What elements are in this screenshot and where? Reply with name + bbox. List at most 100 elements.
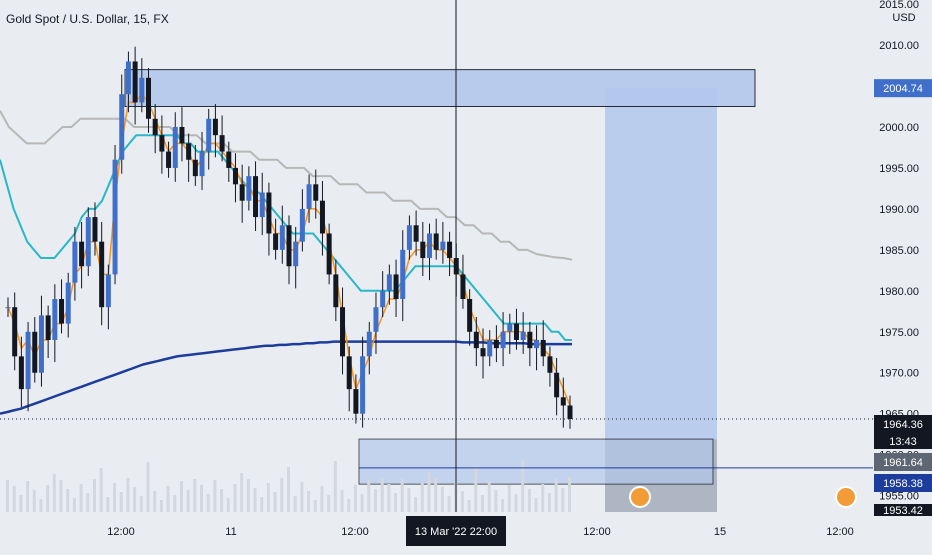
candle-body — [473, 331, 479, 349]
time-tick-label: 12:00 — [826, 526, 854, 538]
candle-body — [239, 184, 245, 201]
volume-bar — [547, 493, 551, 512]
volume-bar — [481, 495, 485, 512]
candle-body — [159, 135, 165, 152]
candle-body — [253, 176, 259, 218]
volume-bar — [273, 492, 277, 512]
volume-bar — [233, 484, 237, 512]
volume-bar — [340, 490, 344, 512]
volume-bar — [253, 488, 257, 512]
price-badge-last: 1964.36 — [883, 419, 923, 431]
candle-body — [560, 397, 566, 406]
candle-body — [79, 241, 85, 267]
price-badge-countdown: 13:43 — [889, 436, 917, 448]
volume-bar — [220, 489, 224, 512]
volume-bar — [213, 480, 217, 512]
candle-body — [266, 192, 272, 234]
volume-bar — [427, 472, 431, 512]
candle-body — [547, 356, 553, 373]
time-tick-label: 15 — [714, 526, 726, 538]
time-tick-label: 12:00 — [341, 526, 369, 538]
candle-body — [59, 299, 65, 324]
price-badge-box-top: 2004.74 — [883, 83, 923, 95]
candle-body — [386, 274, 392, 291]
candle-body — [259, 192, 265, 218]
candle-body — [366, 331, 372, 357]
volume-bar — [521, 460, 525, 512]
price-tick-label: 2015.00 — [879, 0, 919, 11]
candle-body — [493, 339, 499, 349]
candle-body — [427, 233, 432, 259]
volume-bar — [440, 487, 444, 512]
candle-body — [353, 389, 359, 414]
volume-bar — [514, 494, 518, 512]
candle-body — [507, 323, 513, 332]
candle-body — [393, 274, 399, 300]
candle-body — [226, 151, 232, 168]
volume-bar — [32, 490, 36, 512]
candle-body — [25, 331, 31, 390]
candle-body — [146, 77, 151, 119]
volume-bar — [400, 479, 404, 512]
candle-body — [540, 339, 546, 357]
candle-body — [232, 167, 238, 185]
candle-body — [85, 217, 91, 267]
volume-bar — [307, 491, 311, 512]
price-tick-label: 2000.00 — [879, 122, 919, 134]
candle-body — [105, 274, 111, 308]
volume-bar — [113, 483, 117, 512]
price-tick-label: 1985.00 — [879, 245, 919, 257]
crosshair-time-label: 13 Mar '22 22:00 — [415, 526, 497, 538]
candle-body — [199, 151, 205, 177]
volume-bar — [166, 486, 170, 512]
volume-bar — [287, 467, 290, 512]
candle-body — [326, 233, 332, 275]
candle-body — [380, 290, 386, 308]
volume-bar — [186, 490, 190, 512]
price-tick-label: 1980.00 — [879, 286, 919, 298]
volume-bar — [554, 479, 558, 512]
candle-body — [534, 339, 540, 349]
volume-bar — [561, 488, 565, 512]
candle-body — [527, 331, 533, 349]
volume-bar — [434, 478, 438, 512]
time-tick-label: 12:00 — [107, 526, 135, 538]
price-tick-label: 1955.00 — [879, 491, 919, 503]
price-badge-low-bg — [874, 504, 932, 516]
price-tick-label: 2010.00 — [879, 40, 919, 52]
price-badge-level-1: 1961.64 — [883, 457, 923, 469]
economic-event-icon — [629, 486, 651, 508]
candle-body — [125, 61, 131, 95]
volume-bar — [226, 498, 230, 512]
candle-body — [32, 331, 38, 373]
volume-bar — [246, 479, 250, 512]
candle-body — [179, 126, 185, 144]
candle-body — [45, 315, 51, 340]
volume-bar — [541, 484, 545, 512]
candle-body — [5, 307, 11, 309]
candle-body — [413, 225, 419, 242]
volume-bar — [568, 477, 571, 512]
volume-bar — [52, 474, 56, 512]
volume-bar — [19, 495, 23, 512]
volume-bar — [380, 478, 384, 512]
volume-bar — [173, 495, 177, 512]
volume-bar — [367, 480, 371, 512]
volume-bar — [487, 481, 491, 512]
candle-body — [172, 126, 178, 168]
economic-event-icon — [835, 486, 857, 508]
candle-body — [279, 225, 285, 250]
candle-body — [373, 307, 379, 332]
volume-bar — [266, 483, 270, 512]
volume-bar — [447, 496, 451, 512]
candle-body — [52, 299, 58, 340]
volume-bar — [507, 485, 511, 512]
volume-bar — [200, 485, 204, 512]
candle-body — [92, 217, 98, 242]
crosshair-time-badge — [406, 516, 506, 546]
volume-bar — [139, 496, 143, 512]
currency-label: USD — [892, 12, 915, 24]
volume-bar — [320, 486, 324, 512]
